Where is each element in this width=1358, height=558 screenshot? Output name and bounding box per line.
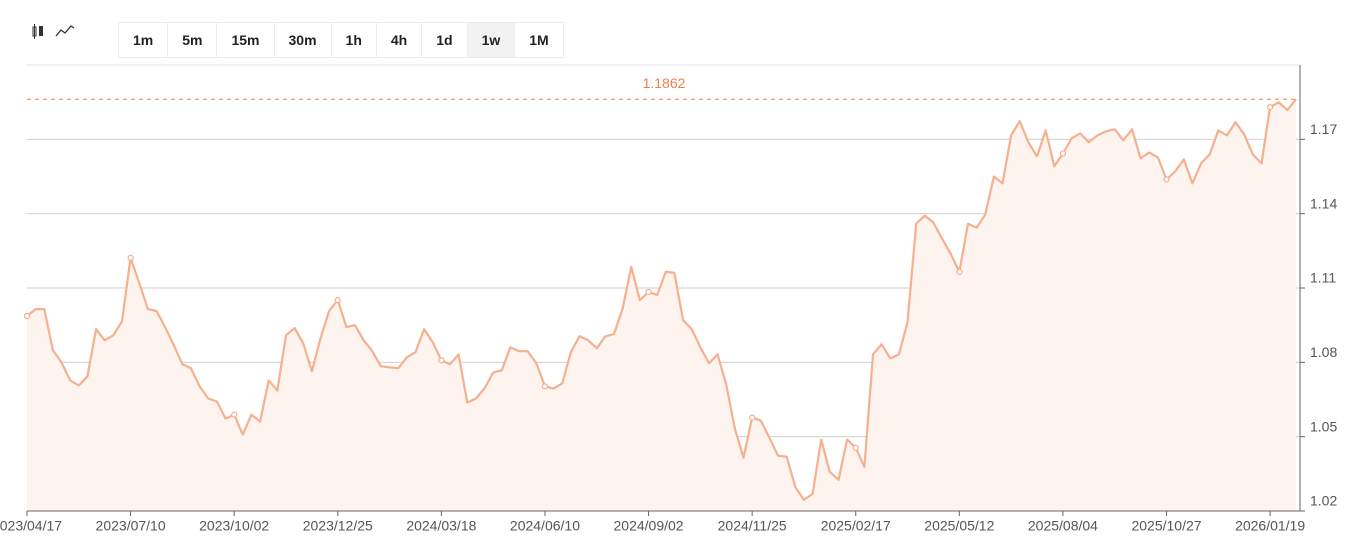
point-marker (1059, 150, 1067, 157)
point-marker (852, 444, 859, 451)
x-tick-label: 2026/01/19 (1235, 518, 1305, 534)
point-marker (23, 312, 31, 320)
point-marker (438, 357, 445, 364)
x-tick-label: 2025/10/27 (1131, 518, 1201, 534)
x-tick-label: 2023/12/25 (303, 518, 373, 534)
point-marker (334, 297, 341, 304)
interval-button[interactable]: 1M (515, 23, 563, 57)
point-marker (749, 414, 756, 421)
interval-button[interactable]: 1d (422, 23, 468, 57)
interval-button[interactable]: 1m (119, 23, 169, 57)
interval-button[interactable]: 4h (376, 23, 423, 57)
y-tick-label: 1.02 (1310, 493, 1337, 509)
line-icon[interactable] (55, 25, 75, 37)
x-tick-label: 2024/03/18 (406, 518, 476, 534)
y-tick-label: 1.05 (1310, 418, 1337, 434)
point-marker (231, 411, 238, 418)
point-marker (127, 254, 134, 261)
price-line (26, 98, 1297, 501)
x-tick-label: 2025/05/12 (924, 518, 994, 534)
y-tick-label: 1.11 (1310, 270, 1336, 286)
point-marker (956, 268, 963, 275)
x-tick-label: 2025/02/17 (821, 518, 891, 534)
x-tick-label: 2023/04/17 (0, 518, 62, 534)
point-marker (1267, 104, 1274, 111)
x-tick-label: 2023/07/10 (96, 518, 166, 534)
interval-button[interactable]: 1h (331, 23, 377, 57)
interval-button[interactable]: 15m (217, 23, 275, 57)
x-tick-label: 2024/06/10 (510, 518, 580, 534)
area (27, 99, 1296, 511)
candle-icon-body (39, 26, 43, 36)
interval-bar: 1m 5m 15m 30m 1h 4h 1d 1w 1M (118, 22, 564, 58)
point-marker (645, 288, 652, 296)
x-tick-label: 2023/10/02 (199, 518, 269, 534)
point-marker (541, 383, 549, 390)
interval-button[interactable]: 1w (467, 23, 516, 57)
x-tick-label: 2024/11/25 (718, 518, 787, 534)
x-tick-label: 2025/08/04 (1028, 518, 1098, 534)
point-marker (1163, 176, 1170, 183)
x-tick-label: 2024/09/02 (614, 518, 684, 534)
interval-button[interactable]: 5m (168, 23, 218, 57)
reference-label: 1.1862 (643, 75, 686, 91)
chart-type-icons[interactable] (30, 22, 80, 42)
y-tick-label: 1.08 (1310, 344, 1337, 360)
y-tick-label: 1.17 (1310, 121, 1337, 137)
y-tick-label: 1.14 (1310, 195, 1337, 211)
interval-button[interactable]: 30m (274, 23, 332, 57)
